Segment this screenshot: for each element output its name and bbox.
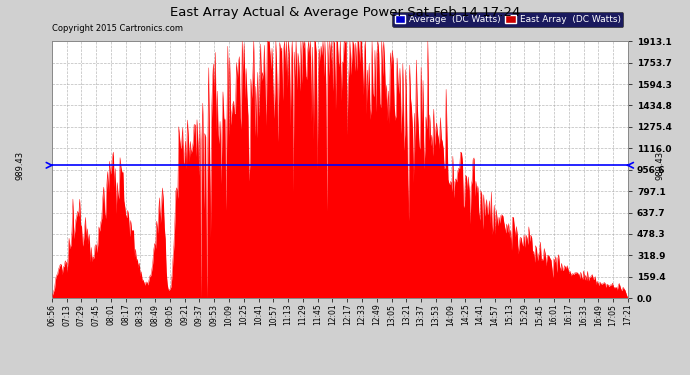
Text: Copyright 2015 Cartronics.com: Copyright 2015 Cartronics.com [52,24,183,33]
Legend: Average  (DC Watts), East Array  (DC Watts): Average (DC Watts), East Array (DC Watts… [392,12,623,27]
Text: East Array Actual & Average Power Sat Feb 14 17:24: East Array Actual & Average Power Sat Fe… [170,6,520,19]
Text: 989.43: 989.43 [655,151,664,180]
Text: 989.43: 989.43 [16,151,25,180]
